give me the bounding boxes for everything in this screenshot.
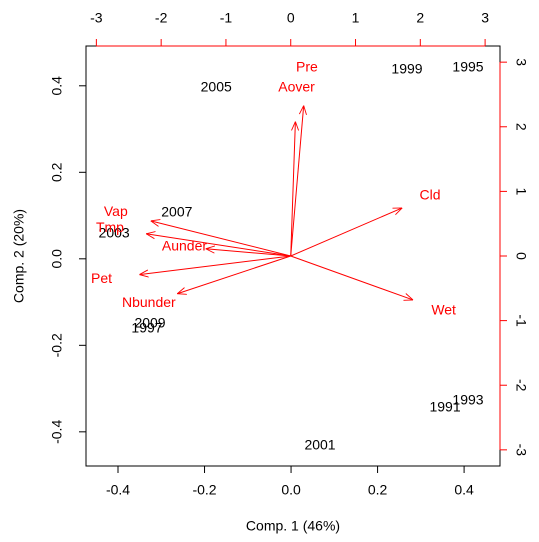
- loading-arrow: [151, 221, 291, 257]
- y2-tick-label: -3: [513, 444, 529, 457]
- loading-arrow: [139, 255, 291, 275]
- x-tick-label: 0.0: [281, 482, 301, 498]
- y-axis-label: Comp. 2 (20%): [11, 209, 27, 303]
- x-axis-label: Comp. 1 (46%): [246, 518, 340, 534]
- y2-tick-label: -1: [513, 314, 529, 327]
- observation-label: 2009: [134, 314, 165, 330]
- observation-label: 2007: [161, 204, 192, 220]
- observation-label: 2005: [201, 79, 232, 95]
- y-tick-label: -0.4: [49, 420, 65, 444]
- loading-arrow: [290, 208, 402, 257]
- variable-label: Vap: [104, 203, 128, 219]
- observation-label: 1995: [452, 58, 483, 74]
- variable-label: Tmp: [96, 219, 124, 235]
- observation-label: 1993: [452, 391, 483, 407]
- variable-label: Aunder: [162, 238, 207, 254]
- y2-tick-label: 3: [513, 58, 529, 66]
- y-tick-label: 0.2: [49, 162, 65, 182]
- variable-label: Pet: [91, 270, 112, 286]
- x2-tick-label: -3: [90, 10, 103, 26]
- y2-tick-label: -2: [513, 379, 529, 392]
- loading-arrow: [290, 106, 304, 257]
- variable-label: Cld: [420, 187, 441, 203]
- variable-label: Wet: [431, 302, 456, 318]
- variable-label: Nbunder: [122, 294, 176, 310]
- loading-arrow: [206, 249, 291, 257]
- x-tick-label: -0.4: [106, 482, 130, 498]
- y2-tick-label: 1: [513, 187, 529, 195]
- x2-tick-label: -2: [155, 10, 168, 26]
- observation-label: 2001: [304, 436, 335, 452]
- loading-arrow: [177, 255, 291, 294]
- x2-tick-label: 1: [352, 10, 360, 26]
- variable-label: Aover: [278, 79, 315, 95]
- x-tick-label: 0.2: [368, 482, 388, 498]
- observation-label: 1997: [131, 320, 162, 336]
- y-tick-label: 0.4: [49, 76, 65, 96]
- x-tick-label: -0.2: [192, 482, 216, 498]
- observation-label: 1999: [391, 60, 422, 76]
- loading-arrow: [290, 255, 413, 300]
- loading-arrow: [290, 122, 296, 257]
- observation-label: 1991: [429, 399, 460, 415]
- variable-label: Pre: [296, 59, 318, 75]
- y-tick-label: -0.2: [49, 333, 65, 357]
- y2-tick-label: 0: [513, 252, 529, 260]
- x2-tick-label: 2: [416, 10, 424, 26]
- x-tick-label: 0.4: [454, 482, 474, 498]
- observation-label: 2003: [99, 224, 130, 240]
- x2-tick-label: -1: [220, 10, 233, 26]
- y2-tick-label: 2: [513, 123, 529, 131]
- x2-tick-label: 0: [287, 10, 295, 26]
- x2-tick-label: 3: [481, 10, 489, 26]
- loading-arrow: [146, 234, 291, 257]
- y-tick-label: 0.0: [49, 249, 65, 269]
